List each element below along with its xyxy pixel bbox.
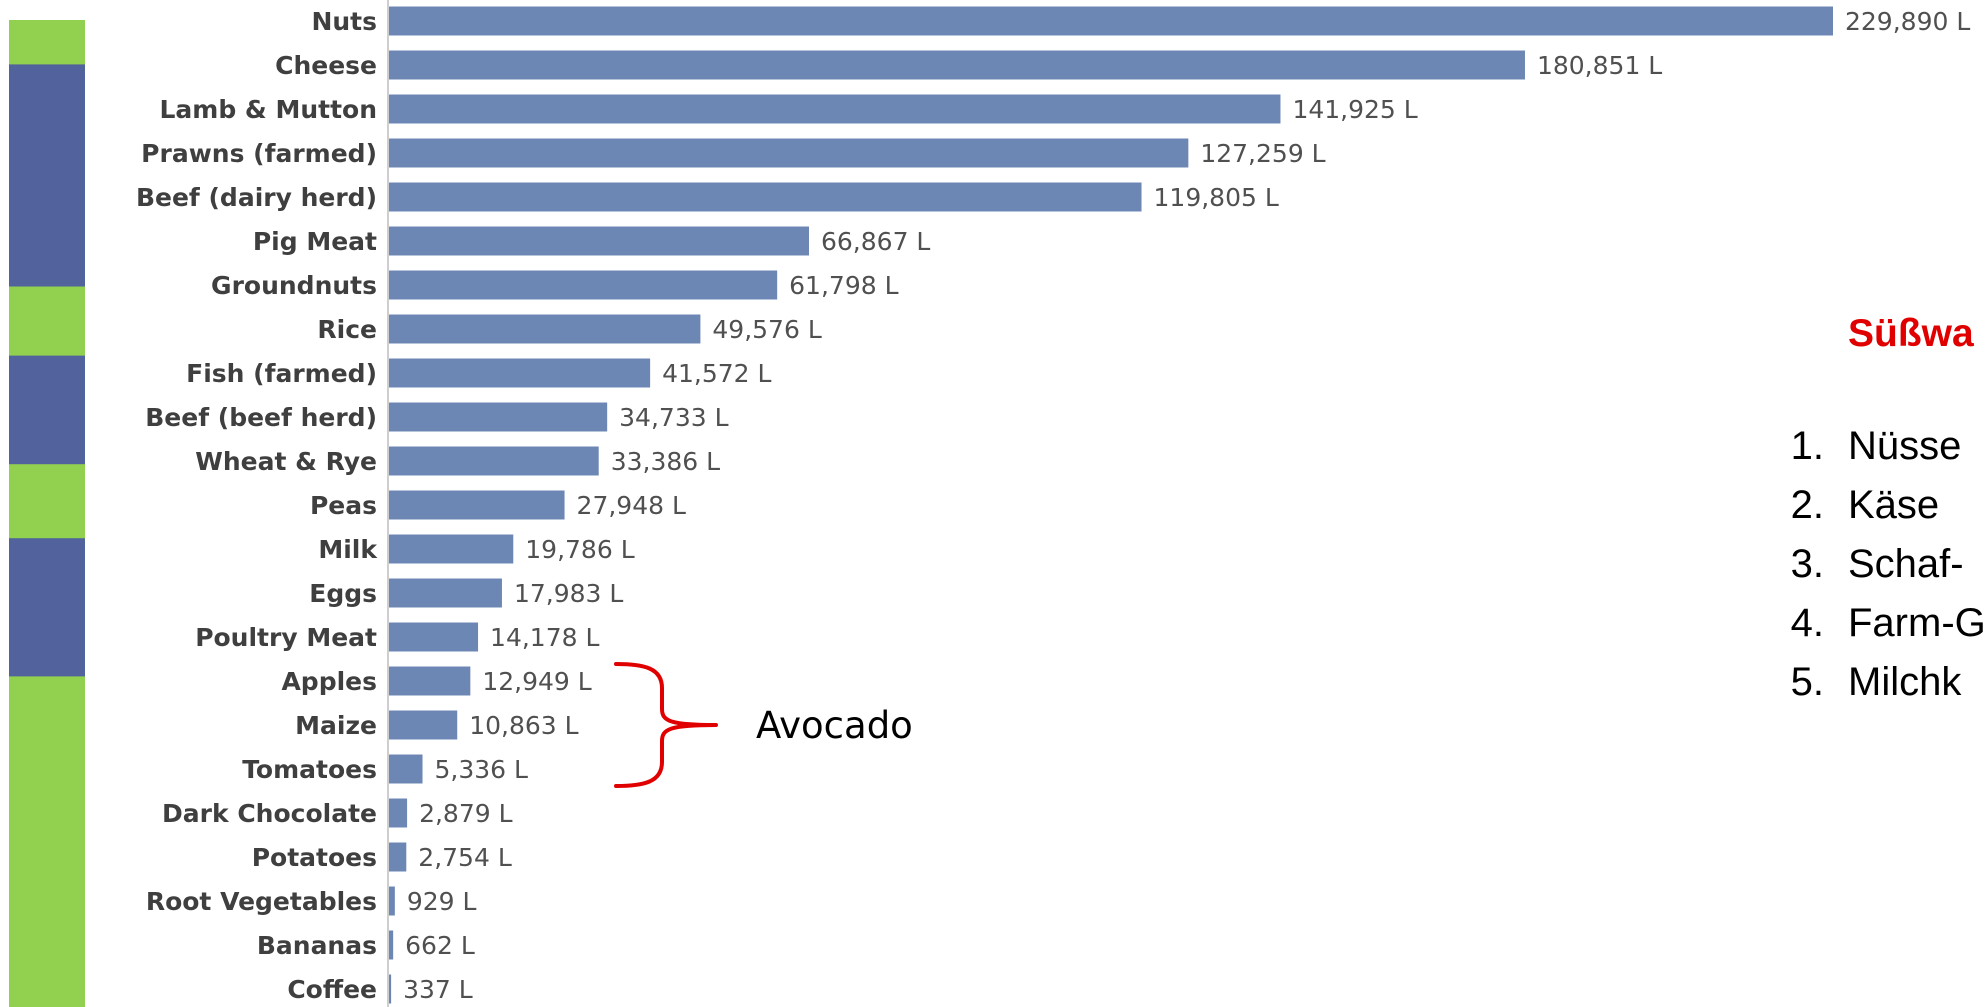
ranking-list: 1. Nüsse 2. Käse 3. Schaf- 4. Farm-G 5. Milch…: [1740, 424, 1986, 719]
category-label: Root Vegetables: [146, 887, 377, 916]
bar-2: [389, 50, 1525, 80]
annotation-label: Avocado: [756, 704, 913, 747]
value-label: 33,386 L: [611, 447, 720, 476]
bar-17: [389, 710, 458, 740]
category-label: Beef (beef herd): [145, 403, 377, 432]
bar-10: [389, 402, 608, 432]
category-label: Poultry Meat: [195, 623, 377, 652]
category-label: Potatoes: [252, 843, 377, 872]
bar-23: [389, 974, 392, 1004]
category-label: Bananas: [257, 931, 377, 960]
ranking-text: Schaf-: [1848, 542, 1964, 586]
category-label: Eggs: [309, 579, 377, 608]
bar-20: [389, 842, 407, 872]
bar-7: [389, 270, 778, 300]
side-bar-segment-5: [9, 464, 85, 539]
ranking-text: Nüsse: [1848, 424, 1962, 468]
category-label: Rice: [317, 315, 377, 344]
value-label: 19,786 L: [525, 535, 634, 564]
value-label: 141,925 L: [1292, 95, 1417, 124]
side-bar-segment-4: [9, 355, 85, 465]
value-label: 27,948 L: [577, 491, 686, 520]
ranking-item: 4. Farm-G: [1740, 601, 1986, 660]
side-color-bar: [9, 20, 85, 1007]
value-label: 17,983 L: [514, 579, 623, 608]
bar-18: [389, 754, 423, 784]
bar-11: [389, 446, 599, 476]
value-label: 66,867 L: [821, 227, 930, 256]
side-panel: Süßwa 1. Nüsse 2. Käse 3. Schaf- 4. Farm-G 5…: [1740, 312, 1986, 832]
category-label: Apples: [281, 667, 377, 696]
bar-3: [389, 94, 1281, 124]
category-label: Milk: [318, 535, 378, 564]
bar-4: [389, 138, 1189, 168]
value-label: 61,798 L: [789, 271, 898, 300]
category-label: Wheat & Rye: [195, 447, 377, 476]
value-label: 5,336 L: [435, 755, 529, 784]
category-label: Peas: [310, 491, 377, 520]
ranking-item: 5. Milchk: [1740, 660, 1986, 719]
ranking-number: 5.: [1790, 660, 1824, 704]
value-label: 49,576 L: [712, 315, 821, 344]
value-label: 337 L: [403, 975, 473, 1004]
category-label: Tomatoes: [242, 755, 377, 784]
bar-5: [389, 182, 1142, 212]
value-label: 127,259 L: [1200, 139, 1325, 168]
ranking-number: 3.: [1790, 542, 1824, 586]
category-label: Maize: [295, 711, 377, 740]
value-label: 929 L: [407, 887, 477, 916]
bar-19: [389, 798, 408, 828]
ranking-number: 4.: [1790, 601, 1824, 645]
side-bar-segment-1: [9, 20, 85, 65]
category-label: Groundnuts: [211, 271, 377, 300]
value-label: 14,178 L: [490, 623, 599, 652]
bar-13: [389, 534, 514, 564]
ranking-number: 1.: [1790, 424, 1824, 468]
value-label: 229,890 L: [1845, 7, 1970, 36]
bar-16: [389, 666, 471, 696]
bar-12: [389, 490, 565, 520]
value-label: 41,572 L: [662, 359, 771, 388]
category-label: Nuts: [311, 7, 377, 36]
bar-1: [389, 6, 1833, 36]
ranking-item: 2. Käse: [1740, 483, 1986, 542]
bar-8: [389, 314, 701, 344]
bar-6: [389, 226, 810, 256]
category-label: Dark Chocolate: [162, 799, 377, 828]
category-label: Cheese: [275, 51, 377, 80]
value-label: 119,805 L: [1154, 183, 1279, 212]
value-label: 2,754 L: [418, 843, 512, 872]
bar-14: [389, 578, 502, 608]
side-bar-segment-2: [9, 64, 85, 288]
bar-21: [389, 886, 395, 916]
value-label: 12,949 L: [482, 667, 591, 696]
side-bar-segment-3: [9, 286, 85, 357]
side-panel-title: Süßwa: [1848, 312, 1974, 355]
ranking-item: 3. Schaf-: [1740, 542, 1986, 601]
value-label: 10,863 L: [469, 711, 578, 740]
ranking-text: Milchk: [1848, 660, 1962, 704]
category-label: Beef (dairy herd): [136, 183, 377, 212]
value-label: 34,733 L: [619, 403, 728, 432]
side-bar-segment-6: [9, 538, 85, 677]
value-label: 180,851 L: [1537, 51, 1662, 80]
category-label: Prawns (farmed): [141, 139, 377, 168]
value-label: 662 L: [405, 931, 475, 960]
category-label: Lamb & Mutton: [159, 95, 377, 124]
value-label: 2,879 L: [419, 799, 513, 828]
category-label: Coffee: [287, 975, 377, 1004]
category-label: Pig Meat: [253, 227, 377, 256]
ranking-text: Käse: [1848, 483, 1940, 527]
ranking-text: Farm-G: [1848, 601, 1986, 645]
bar-9: [389, 358, 651, 388]
annotation-bracket: [614, 662, 718, 788]
category-label: Fish (farmed): [186, 359, 377, 388]
ranking-item: 1. Nüsse: [1740, 424, 1986, 483]
bar-22: [389, 930, 394, 960]
bar-15: [389, 622, 479, 652]
side-bar-segment-7: [9, 676, 85, 1007]
ranking-number: 2.: [1790, 483, 1824, 527]
